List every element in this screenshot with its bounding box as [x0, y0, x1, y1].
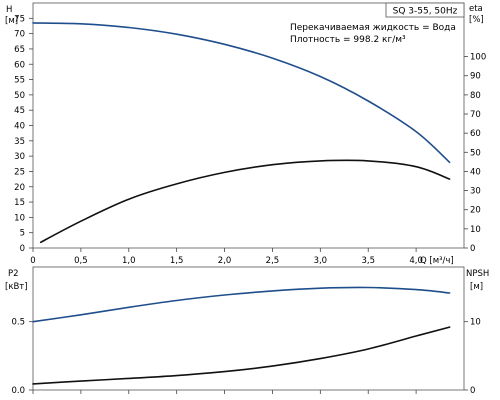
curve-layer: [32, 22, 451, 385]
right-y-tick-label: 70: [470, 110, 481, 120]
top-right-axis-label-name: eta: [469, 4, 483, 14]
right-y-tick-label: 40: [470, 167, 481, 177]
left-y-tick-label: 65: [14, 45, 25, 55]
x-tick-label: 0: [30, 256, 35, 266]
bottom-left-axis-label-name: P2: [8, 269, 19, 279]
bottom-left-axis-label-unit: [кВт]: [5, 282, 28, 292]
x-tick-label: 4,0: [409, 256, 423, 266]
bottom-left-y-tick-label: 0.5: [11, 318, 25, 328]
left-y-tick-label: 40: [14, 122, 25, 132]
right-y-tick-label: 90: [470, 72, 481, 82]
left-y-tick-label: 60: [14, 60, 25, 70]
right-y-tick-label: 0: [470, 244, 475, 254]
left-y-tick-label: 45: [14, 106, 25, 116]
bottom-right-y-tick-label: 10: [470, 318, 481, 328]
top-left-axis-label-name: H: [6, 5, 12, 15]
top-x-axis-label: Q [м³/ч]: [420, 256, 454, 266]
left-y-tick-label: 70: [14, 30, 25, 40]
left-y-tick-label: 35: [14, 137, 25, 147]
top-left-axis-label-unit: [м]: [5, 16, 18, 26]
x-tick-label: 0,5: [74, 256, 88, 266]
x-tick-label: 2,5: [266, 256, 280, 266]
x-tick-label: 2,0: [218, 256, 232, 266]
x-tick-label: 1,5: [170, 256, 184, 266]
bottom-right-y-tick-label: 0: [470, 386, 475, 396]
right-y-tick-label: 20: [470, 206, 481, 216]
right-y-tick-label: 30: [470, 187, 481, 197]
x-tick-label: 3,5: [361, 256, 375, 266]
efficiency-curve: [39, 159, 451, 244]
right-y-tick-label: 10: [470, 225, 481, 235]
left-y-tick-label: 10: [14, 213, 25, 223]
liquid-note: Перекачиваемая жидкость = Вода: [290, 23, 456, 33]
head-curve: [32, 22, 451, 164]
x-tick-label: 1,0: [122, 256, 136, 266]
right-y-tick-label: 60: [470, 129, 481, 139]
bottom-right-axis-label-unit: [м]: [470, 282, 483, 292]
bottom-left-y-tick-label: 0.0: [11, 386, 25, 396]
left-y-tick-label: 5: [20, 229, 25, 239]
power-curve: [32, 286, 451, 323]
density-note: Плотность = 998.2 кг/м³: [290, 35, 406, 45]
right-y-tick-label: 100: [470, 53, 486, 63]
left-y-tick-label: 75: [14, 14, 25, 24]
left-y-tick-label: 55: [14, 76, 25, 86]
x-tick-label: 3,0: [314, 256, 328, 266]
tick-layer: 0 0,5 1,0 1,5 2,0 2,5 3,0 3,5 4,0 0 5 10 15 20 25 30 35 4…: [11, 14, 486, 396]
bottom-plot-frame: [32, 266, 465, 391]
left-y-tick-label: 25: [14, 167, 25, 177]
left-y-tick-label: 30: [14, 152, 25, 162]
right-y-tick-label: 80: [470, 91, 481, 101]
bottom-right-axis-label-name: NPSH: [466, 269, 489, 279]
left-y-tick-label: 20: [14, 183, 25, 193]
npsh-curve: [32, 326, 451, 385]
right-y-tick-label: 50: [470, 148, 481, 158]
left-y-tick-label: 0: [20, 244, 25, 254]
title-box: [385, 2, 465, 18]
chart-title: SQ 3-55, 50Hz: [393, 7, 458, 17]
top-right-axis-label-unit: [%]: [469, 15, 484, 25]
left-y-tick-label: 50: [14, 91, 25, 101]
left-y-tick-label: 15: [14, 198, 25, 208]
